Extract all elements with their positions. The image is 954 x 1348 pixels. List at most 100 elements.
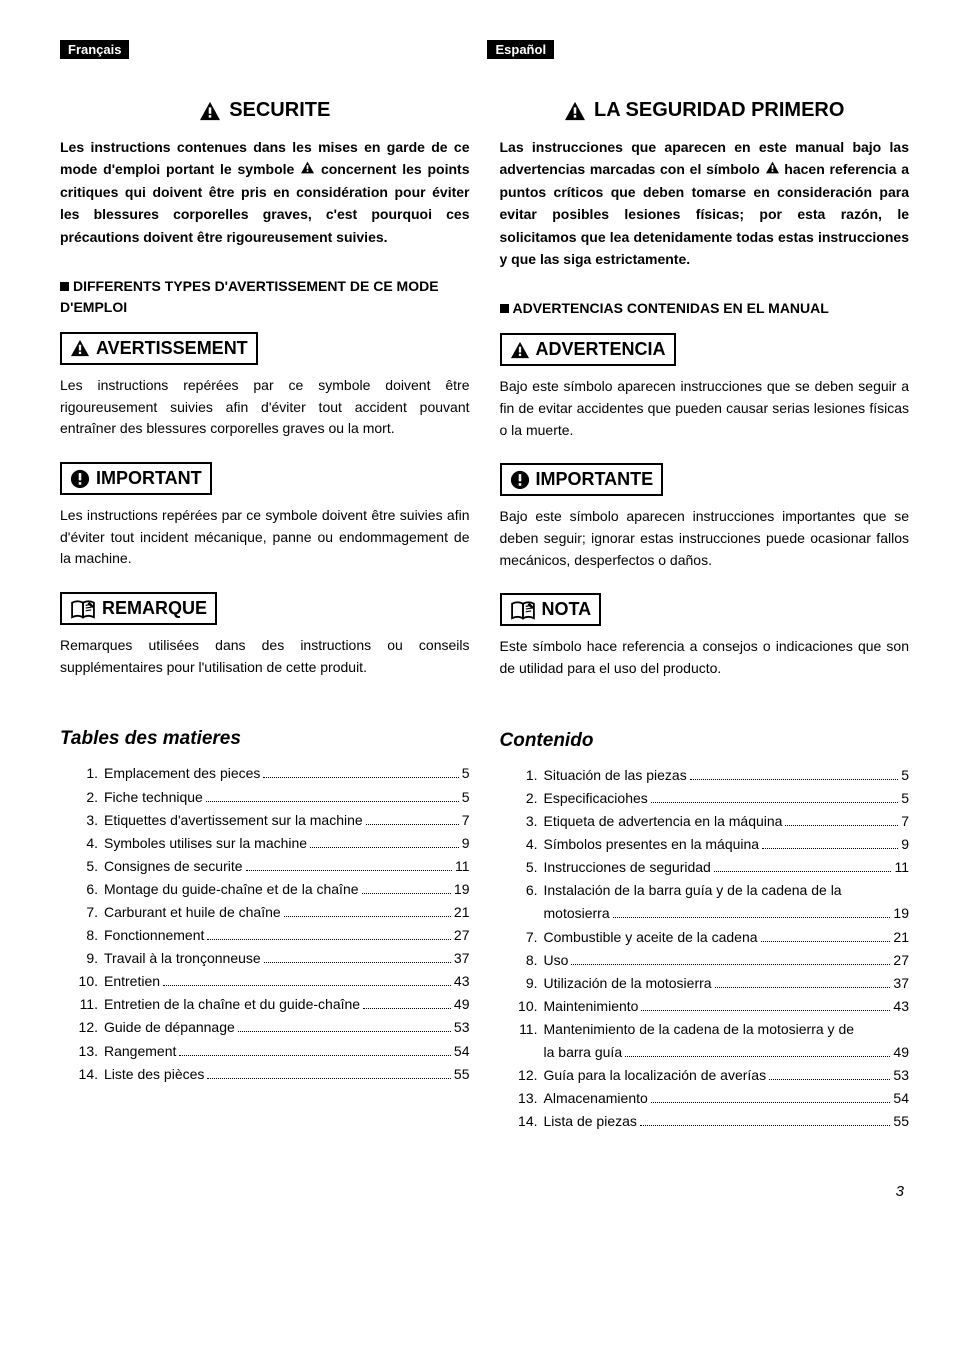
toc-dots xyxy=(179,1055,451,1056)
toc-item: 7.Combustible y aceite de la cadena21 xyxy=(514,926,910,949)
toc-label: Fiche technique xyxy=(104,786,203,809)
section-title-text: SECURITE xyxy=(229,99,330,122)
toc-item: 10.Entretien43 xyxy=(74,970,470,993)
toc-item: 4.Symboles utilises sur la machine9 xyxy=(74,832,470,855)
subheading: DIFFERENTS TYPES D'AVERTISSEMENT DE CE M… xyxy=(60,276,470,318)
toc-page: 19 xyxy=(454,878,470,901)
toc-dots xyxy=(625,1056,890,1057)
toc-dots xyxy=(238,1031,451,1032)
intro-paragraph: Las instrucciones que aparecen en este m… xyxy=(500,136,910,270)
toc-page: 55 xyxy=(893,1110,909,1133)
toc-number: 8. xyxy=(514,949,538,972)
toc-item: 11.Entretien de la chaîne et du guide-ch… xyxy=(74,993,470,1016)
toc-dots xyxy=(640,1125,891,1126)
toc-label: Fonctionnement xyxy=(104,924,204,947)
warning-box-important: IMPORTANT xyxy=(60,462,212,495)
toc-item: 5.Consignes de securite11 xyxy=(74,855,470,878)
toc-item: 9.Travail à la tronçonneuse37 xyxy=(74,947,470,970)
section-title-seguridad: LA SEGURIDAD PRIMERO xyxy=(500,99,910,122)
open-book-icon xyxy=(510,600,536,620)
toc-item: 5.Instrucciones de seguridad11 xyxy=(514,856,910,879)
toc-number: 10. xyxy=(74,970,98,993)
toc-dots xyxy=(651,1102,891,1103)
toc-page: 37 xyxy=(454,947,470,970)
toc-item: 8.Uso27 xyxy=(514,949,910,972)
body-paragraph: Este símbolo hace referencia a consejos … xyxy=(500,636,910,679)
toc-dots xyxy=(785,825,898,826)
toc-label: Montage du guide-chaîne et de la chaîne xyxy=(104,878,359,901)
column-spanish: LA SEGURIDAD PRIMERO Las instrucciones q… xyxy=(500,99,910,1133)
toc-page: 7 xyxy=(462,809,470,832)
toc-dots xyxy=(207,1078,451,1079)
subheading-text: ADVERTENCIAS CONTENIDAS EN EL MANUAL xyxy=(513,300,829,316)
toc-label: Lista de piezas xyxy=(544,1110,637,1133)
toc-number: 4. xyxy=(74,832,98,855)
toc-dots xyxy=(571,964,890,965)
intro-paragraph: Les instructions contenues dans les mise… xyxy=(60,136,470,248)
toc-item: 7.Carburant et huile de chaîne21 xyxy=(74,901,470,924)
toc-dots xyxy=(207,939,451,940)
toc-item: 2.Fiche technique5 xyxy=(74,786,470,809)
toc-item: 13.Almacenamiento54 xyxy=(514,1087,910,1110)
toc-label: Maintenimiento xyxy=(544,995,639,1018)
toc-item: 8.Fonctionnement27 xyxy=(74,924,470,947)
toc-page: 37 xyxy=(893,972,909,995)
toc-number: 7. xyxy=(514,926,538,949)
box-label-text: IMPORTANTE xyxy=(536,469,654,490)
warning-triangle-icon xyxy=(70,339,90,357)
exclamation-circle-icon xyxy=(510,470,530,490)
toc-number: 3. xyxy=(514,810,538,833)
warning-box-advertencia: ADVERTENCIA xyxy=(500,333,676,366)
warning-triangle-icon xyxy=(300,161,315,174)
toc-item: 1.Situación de las piezas5 xyxy=(514,764,910,787)
warning-triangle-icon xyxy=(510,341,530,359)
language-header: Français Español xyxy=(60,40,909,59)
toc-dots xyxy=(310,847,459,848)
toc-label: Travail à la tronçonneuse xyxy=(104,947,261,970)
warning-box-remarque: REMARQUE xyxy=(60,592,217,625)
toc-item-continuation: motosierra19 xyxy=(544,902,910,925)
square-bullet-icon xyxy=(500,304,509,313)
toc-label: Guía para la localización de averías xyxy=(544,1064,767,1087)
box-label-text: AVERTISSEMENT xyxy=(96,338,248,359)
toc-label: Utilización de la motosierra xyxy=(544,972,712,995)
toc-dots xyxy=(690,779,899,780)
toc-dots xyxy=(714,871,892,872)
toc-page: 21 xyxy=(893,926,909,949)
toc-page: 5 xyxy=(462,762,470,785)
toc-item: 9.Utilización de la motosierra37 xyxy=(514,972,910,995)
toc-number: 2. xyxy=(74,786,98,809)
toc-item: 4.Símbolos presentes en la máquina9 xyxy=(514,833,910,856)
toc-item: 14.Lista de piezas55 xyxy=(514,1110,910,1133)
toc-dots xyxy=(263,777,458,778)
warning-box-nota: NOTA xyxy=(500,593,602,626)
toc-item: 6.Instalación de la barra guía y de la c… xyxy=(514,879,910,902)
toc-page: 27 xyxy=(454,924,470,947)
toc-item-continuation: la barra guía49 xyxy=(544,1041,910,1064)
toc-page: 43 xyxy=(893,995,909,1018)
toc-title: Tables des matieres xyxy=(60,728,470,750)
square-bullet-icon xyxy=(60,282,69,291)
toc-label: Rangement xyxy=(104,1040,176,1063)
main-columns: SECURITE Les instructions contenues dans… xyxy=(60,99,909,1133)
toc-page: 5 xyxy=(901,787,909,810)
toc-list: 1.Emplacement des pieces52.Fiche techniq… xyxy=(60,762,470,1085)
toc-label: Mantenimiento de la cadena de la motosie… xyxy=(544,1018,855,1041)
toc-label: Emplacement des pieces xyxy=(104,762,260,785)
toc-item: 3.Etiqueta de advertencia en la máquina7 xyxy=(514,810,910,833)
toc-dots xyxy=(246,870,452,871)
toc-item: 14.Liste des pièces55 xyxy=(74,1063,470,1086)
toc-dots xyxy=(264,962,451,963)
toc-dots xyxy=(651,802,898,803)
toc-page: 7 xyxy=(901,810,909,833)
exclamation-circle-icon xyxy=(70,469,90,489)
toc-page: 21 xyxy=(454,901,470,924)
body-paragraph: Remarques utilisées dans des instruction… xyxy=(60,635,470,678)
toc-number: 6. xyxy=(74,878,98,901)
toc-page: 43 xyxy=(454,970,470,993)
toc-item: 10.Maintenimiento43 xyxy=(514,995,910,1018)
toc-item: 6. Montage du guide-chaîne et de la chaîn… xyxy=(74,878,470,901)
toc-page: 19 xyxy=(893,902,909,925)
body-paragraph: Les instructions repérées par ce symbole… xyxy=(60,505,470,570)
lang-tag-spanish: Español xyxy=(487,40,554,59)
